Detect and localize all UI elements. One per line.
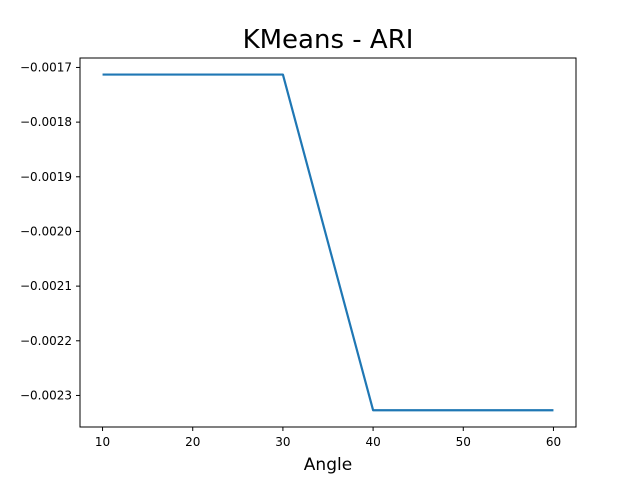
x-tick-label: 20 [185, 435, 200, 449]
y-tick-label: −0.0021 [20, 279, 72, 293]
y-tick-label: −0.0022 [20, 334, 72, 348]
x-tick-label: 50 [456, 435, 471, 449]
y-tick-label: −0.0023 [20, 388, 72, 402]
x-tick-label: 40 [365, 435, 380, 449]
y-tick-label: −0.0020 [20, 224, 72, 238]
series-line [102, 73, 554, 412]
axes-frame [79, 57, 577, 428]
plot-area: 10 20 30 40 50 60 −0.0017 −0.0018 −0.0019 −0.0020… [20, 60, 561, 449]
y-tick-label: −0.0018 [20, 115, 72, 129]
x-tick-label: 10 [95, 435, 110, 449]
x-axis-label: Angle [304, 455, 352, 475]
y-tick-label: −0.0019 [20, 170, 72, 184]
x-tick-label: 30 [275, 435, 290, 449]
chart-title: KMeans - ARI [243, 25, 414, 55]
y-tick-label: −0.0017 [20, 60, 72, 74]
x-tick-label: 60 [546, 435, 561, 449]
